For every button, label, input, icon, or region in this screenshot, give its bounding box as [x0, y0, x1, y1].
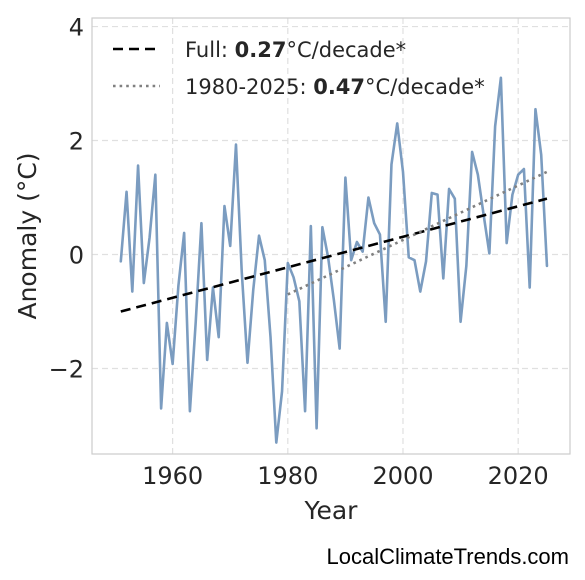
legend: Full: 0.27°C/decade* 1980-2025: 0.47°C/d…: [113, 38, 485, 99]
legend-full-unit: °C/decade*: [287, 38, 407, 62]
y-tick-label-4: 4: [69, 14, 84, 42]
y-axis-title: Anomaly (°C): [13, 152, 42, 319]
x-tick-label-1980: 1980: [257, 462, 318, 490]
series-layer: [119, 76, 549, 444]
y-tick-label-2: 2: [69, 128, 84, 156]
legend-recent-name: 1980-2025:: [185, 75, 313, 99]
legend-full-rate: 0.27: [235, 38, 287, 62]
legend-full-name: Full:: [185, 38, 235, 62]
series-line-annual-anomaly: [119, 76, 549, 444]
legend-entry-full: Full: 0.27°C/decade*: [185, 38, 406, 62]
grid-lines: [92, 18, 570, 454]
series-line-trend-1980-2025: [287, 170, 548, 296]
x-axis-title: Year: [304, 496, 359, 525]
legend-entry-recent: 1980-2025: 0.47°C/decade*: [185, 75, 485, 99]
y-axis-ticks: −2 0 2 4: [49, 14, 84, 384]
legend-recent-unit: °C/decade*: [365, 75, 485, 99]
y-tick-label-0: 0: [69, 242, 84, 270]
x-tick-label-2000: 2000: [372, 462, 433, 490]
y-tick-label--2: −2: [49, 356, 84, 384]
x-tick-label-2020: 2020: [488, 462, 549, 490]
x-axis-ticks: 1960 1980 2000 2020: [142, 462, 549, 490]
series-line-trend-full: [120, 197, 548, 313]
plot-frame: [91, 17, 571, 455]
legend-recent-rate: 0.47: [313, 75, 365, 99]
x-tick-label-1960: 1960: [142, 462, 203, 490]
credit-text: LocalClimateTrends.com: [326, 544, 570, 569]
